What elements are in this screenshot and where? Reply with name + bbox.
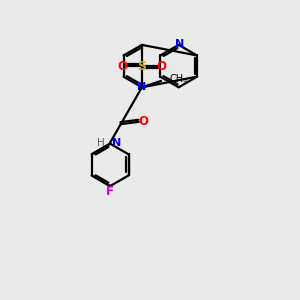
Text: O: O [157, 60, 167, 73]
Text: N: N [112, 138, 121, 148]
Text: CH₃: CH₃ [169, 74, 188, 85]
Text: N: N [175, 39, 184, 49]
Text: O: O [117, 60, 127, 73]
Text: N: N [137, 82, 147, 92]
Text: O: O [139, 115, 149, 128]
Text: H: H [97, 138, 104, 148]
Text: F: F [106, 185, 114, 199]
Text: S: S [137, 60, 146, 73]
